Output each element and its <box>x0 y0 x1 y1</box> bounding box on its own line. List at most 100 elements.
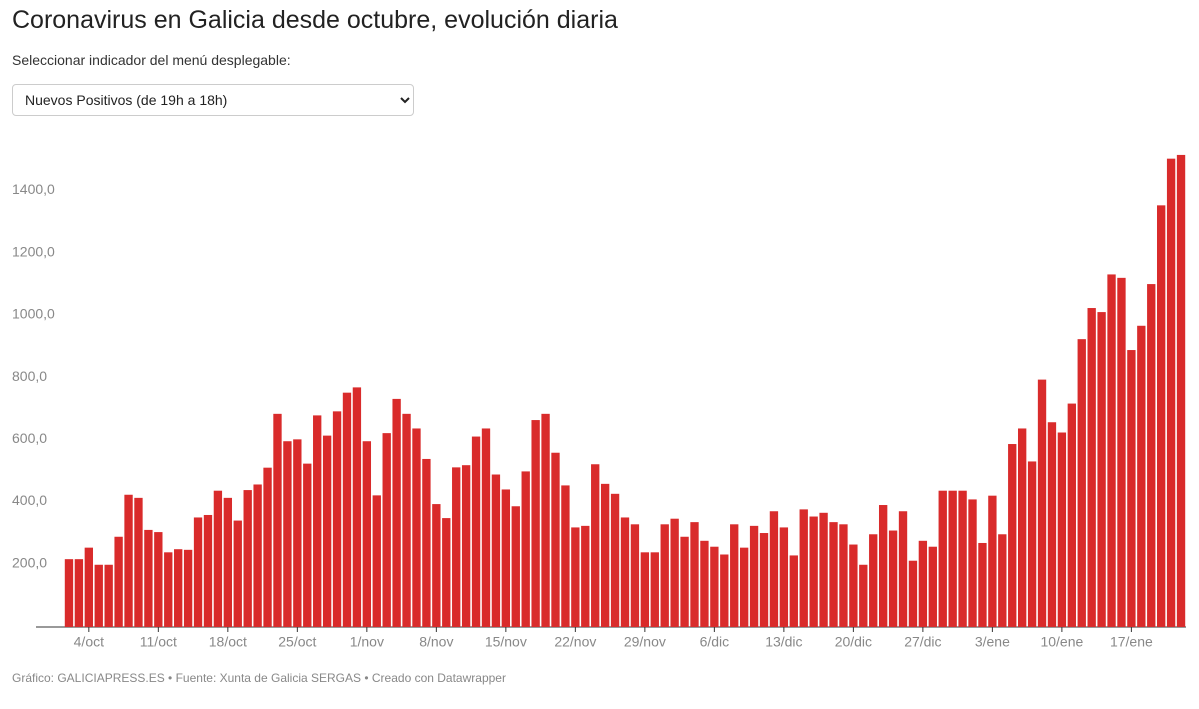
bar <box>799 509 808 627</box>
bar <box>700 540 709 627</box>
x-tick-label: 25/oct <box>278 634 316 650</box>
bar <box>402 413 411 627</box>
x-tick-label: 10/ene <box>1040 634 1083 650</box>
bar <box>174 549 183 627</box>
bar <box>1137 325 1146 627</box>
bar <box>958 490 967 627</box>
bar <box>1057 432 1067 627</box>
bar <box>551 452 560 627</box>
y-tick-label: 200,0 <box>12 554 47 570</box>
title: Coronavirus en Galicia desde octubre, ev… <box>12 6 618 34</box>
x-tick-label: 15/nov <box>485 634 527 650</box>
bar <box>948 490 957 627</box>
bar <box>511 506 520 627</box>
bar <box>452 467 461 627</box>
bar <box>620 517 630 627</box>
bar <box>968 499 977 627</box>
bar <box>650 552 659 627</box>
bar <box>710 546 719 627</box>
bar <box>1008 444 1017 627</box>
bar <box>362 441 372 627</box>
bar <box>918 540 928 627</box>
bar <box>322 435 332 627</box>
bar <box>1017 428 1027 627</box>
bar <box>422 458 431 627</box>
bar <box>1067 403 1076 627</box>
bar <box>730 524 739 627</box>
y-tick-label: 600,0 <box>12 430 47 446</box>
bar <box>670 518 679 627</box>
bar <box>908 560 918 627</box>
chart: 200,0 400,0 600,0 800,0 1000,0 1200,0 1400,0 4/… <box>12 154 1186 650</box>
bar <box>660 524 669 627</box>
bar <box>481 428 491 627</box>
x-tick-label: 22/nov <box>554 634 596 650</box>
bar <box>1157 205 1166 627</box>
bar <box>352 387 362 627</box>
bar <box>412 428 421 627</box>
bar <box>789 555 798 627</box>
x-tick-label: 17/ene <box>1110 634 1153 650</box>
bar <box>938 490 947 627</box>
bar <box>94 564 103 627</box>
indicator-dropdown[interactable]: Nuevos Positivos (de 19h a 18h) <box>12 84 414 116</box>
bar <box>1176 154 1186 628</box>
bar <box>213 490 223 627</box>
bar <box>332 411 342 627</box>
bar <box>303 463 312 627</box>
x-tick-label: 18/oct <box>209 634 247 650</box>
bar <box>1027 461 1037 627</box>
y-tick-label: 400,0 <box>12 492 47 508</box>
bar <box>253 484 262 627</box>
bar <box>183 549 193 627</box>
bar <box>680 536 689 627</box>
bar <box>888 530 898 627</box>
bar <box>233 520 242 627</box>
bar <box>1166 158 1176 627</box>
y-tick-label: 1000,0 <box>12 306 55 322</box>
bar <box>809 516 818 627</box>
bar <box>432 504 441 627</box>
bar <box>203 514 213 627</box>
bar <box>1107 274 1116 627</box>
bar <box>898 511 908 627</box>
bar <box>541 413 550 627</box>
bar <box>243 490 252 627</box>
x-tick-label: 8/nov <box>419 634 453 650</box>
bar <box>829 522 838 627</box>
bar <box>759 533 769 627</box>
x-tick-label: 4/oct <box>74 634 104 650</box>
bar <box>769 511 779 627</box>
bar <box>630 524 640 627</box>
bar <box>839 524 848 627</box>
bar <box>1037 379 1047 627</box>
bar <box>978 542 987 627</box>
bar <box>1127 350 1136 627</box>
bar <box>581 525 590 627</box>
bar <box>849 544 858 627</box>
bar <box>591 464 600 627</box>
bar <box>461 465 471 627</box>
bar <box>193 517 203 627</box>
x-tick-label: 20/dic <box>835 634 872 650</box>
footer: Gráfico: GALICIAPRESS.ES • Fuente: Xunta… <box>12 671 506 685</box>
bar <box>1087 308 1096 627</box>
bar <box>134 497 143 627</box>
x-tick-label: 6/dic <box>700 634 730 650</box>
bar <box>372 495 381 627</box>
bar <box>392 398 401 627</box>
y-tick-label: 800,0 <box>12 368 47 384</box>
bar <box>1117 277 1126 627</box>
bar <box>571 527 580 627</box>
bar <box>988 495 997 627</box>
bar <box>471 436 481 627</box>
x-tick-label: 29/nov <box>624 634 666 650</box>
bar <box>521 471 530 627</box>
bar <box>561 485 570 627</box>
bar <box>878 505 888 627</box>
bar <box>749 525 759 627</box>
bar <box>640 552 650 627</box>
bar <box>819 512 828 627</box>
x-tick-label: 1/nov <box>350 634 384 650</box>
